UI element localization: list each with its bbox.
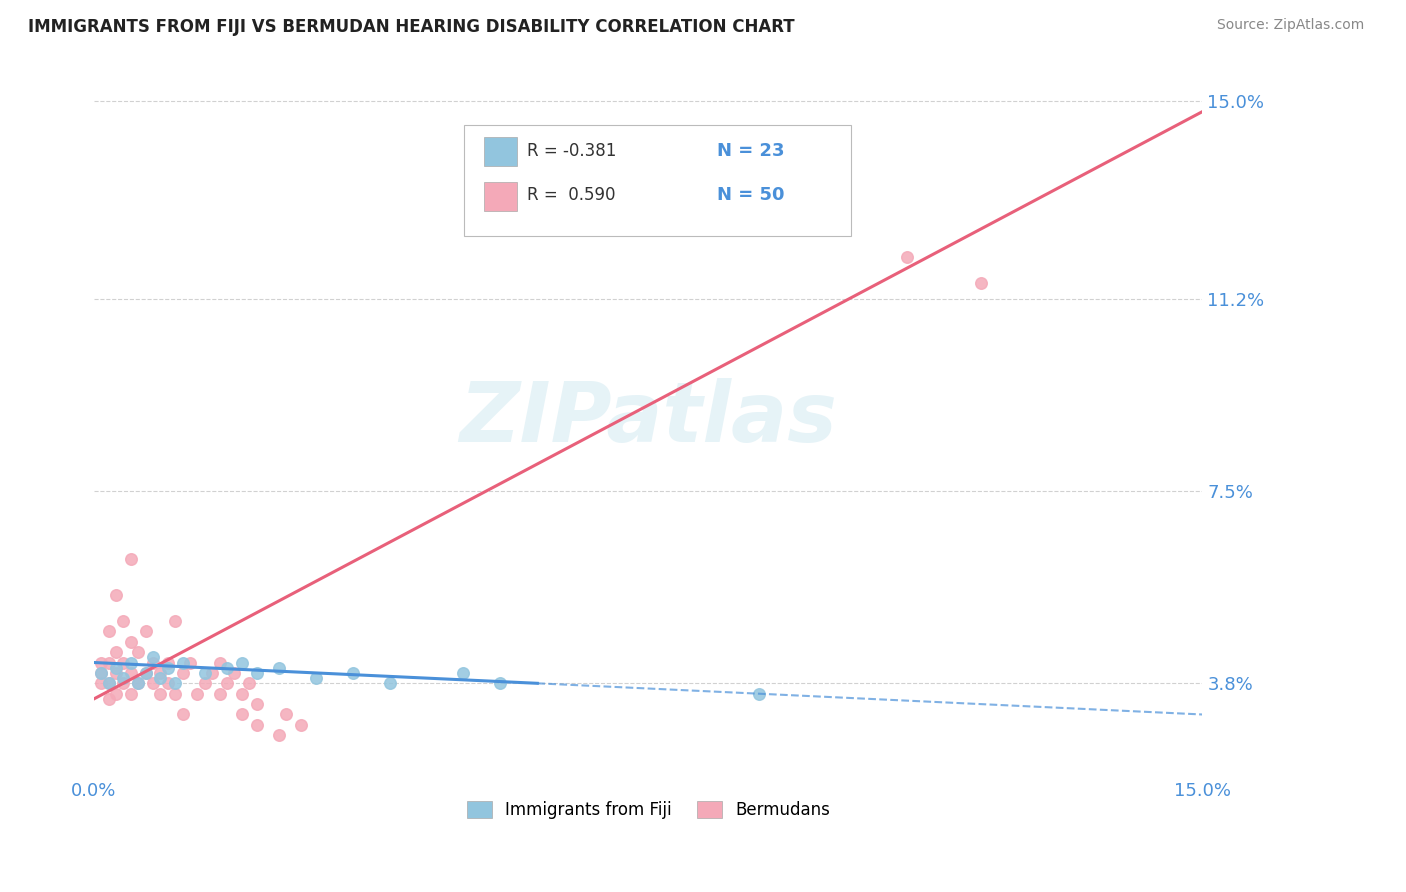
- Point: [208, 656, 231, 670]
- Point: [304, 671, 326, 685]
- Point: [97, 656, 120, 670]
- Point: [274, 707, 297, 722]
- Point: [127, 645, 149, 659]
- Point: [142, 656, 165, 670]
- Point: [156, 676, 179, 690]
- Point: [149, 665, 172, 680]
- Point: [97, 624, 120, 639]
- Point: [90, 656, 112, 670]
- Point: [172, 707, 194, 722]
- Point: [90, 665, 112, 680]
- Point: [224, 665, 246, 680]
- Point: [120, 551, 142, 566]
- Point: [90, 676, 112, 690]
- Point: [135, 665, 157, 680]
- Point: [135, 665, 157, 680]
- Point: [120, 687, 142, 701]
- Point: [267, 728, 290, 742]
- Point: [105, 687, 128, 701]
- Point: [453, 665, 475, 680]
- Point: [165, 614, 187, 628]
- Point: [105, 588, 128, 602]
- Text: ZIPatlas: ZIPatlas: [460, 377, 837, 458]
- Point: [112, 656, 135, 670]
- Point: [156, 656, 179, 670]
- Point: [135, 624, 157, 639]
- Point: [231, 707, 253, 722]
- Point: [245, 718, 267, 732]
- Point: [142, 650, 165, 665]
- Point: [127, 676, 149, 690]
- Point: [970, 276, 993, 290]
- Text: Source: ZipAtlas.com: Source: ZipAtlas.com: [1216, 18, 1364, 32]
- Point: [186, 687, 208, 701]
- Point: [165, 676, 187, 690]
- Point: [120, 634, 142, 648]
- Point: [127, 676, 149, 690]
- Point: [231, 687, 253, 701]
- Point: [97, 676, 120, 690]
- Text: N = 23: N = 23: [717, 142, 785, 160]
- Point: [97, 676, 120, 690]
- Point: [201, 665, 224, 680]
- Point: [179, 656, 201, 670]
- Point: [231, 656, 253, 670]
- Point: [215, 676, 238, 690]
- Point: [112, 671, 135, 685]
- Point: [165, 687, 187, 701]
- Text: N = 50: N = 50: [717, 186, 785, 204]
- Point: [142, 676, 165, 690]
- Point: [172, 665, 194, 680]
- Point: [90, 665, 112, 680]
- Point: [97, 692, 120, 706]
- Point: [194, 665, 217, 680]
- Text: R =  0.590: R = 0.590: [527, 186, 616, 204]
- Text: IMMIGRANTS FROM FIJI VS BERMUDAN HEARING DISABILITY CORRELATION CHART: IMMIGRANTS FROM FIJI VS BERMUDAN HEARING…: [28, 18, 794, 36]
- Point: [120, 656, 142, 670]
- Point: [748, 687, 770, 701]
- Point: [378, 676, 401, 690]
- Point: [105, 661, 128, 675]
- Point: [245, 697, 267, 711]
- Point: [172, 656, 194, 670]
- Point: [120, 665, 142, 680]
- Point: [215, 661, 238, 675]
- Point: [290, 718, 312, 732]
- Point: [194, 676, 217, 690]
- Point: [238, 676, 260, 690]
- Point: [149, 687, 172, 701]
- Point: [112, 614, 135, 628]
- Point: [105, 665, 128, 680]
- Point: [149, 671, 172, 685]
- Point: [267, 661, 290, 675]
- Point: [245, 665, 267, 680]
- Point: [342, 665, 364, 680]
- Text: R = -0.381: R = -0.381: [527, 142, 617, 160]
- Point: [489, 676, 512, 690]
- Point: [112, 676, 135, 690]
- Legend: Immigrants from Fiji, Bermudans: Immigrants from Fiji, Bermudans: [460, 795, 837, 826]
- Point: [208, 687, 231, 701]
- Point: [105, 645, 128, 659]
- Point: [156, 661, 179, 675]
- Point: [896, 250, 918, 264]
